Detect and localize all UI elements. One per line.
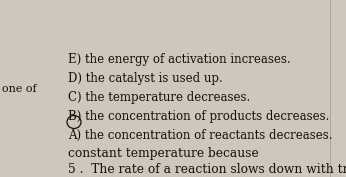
Text: A) the concentration of reactants decreases.: A) the concentration of reactants decrea… — [68, 129, 333, 142]
Text: one of: one of — [2, 84, 37, 94]
Text: constant temperature because: constant temperature because — [68, 147, 259, 160]
Text: C) the temperature decreases.: C) the temperature decreases. — [68, 91, 250, 104]
Text: B) the concentration of products decreases.: B) the concentration of products decreas… — [68, 110, 329, 123]
Text: D) the catalyst is used up.: D) the catalyst is used up. — [68, 72, 223, 85]
Text: E) the energy of activation increases.: E) the energy of activation increases. — [68, 53, 291, 66]
Text: 5 .  The rate of a reaction slows down with tn: 5 . The rate of a reaction slows down wi… — [68, 163, 346, 176]
